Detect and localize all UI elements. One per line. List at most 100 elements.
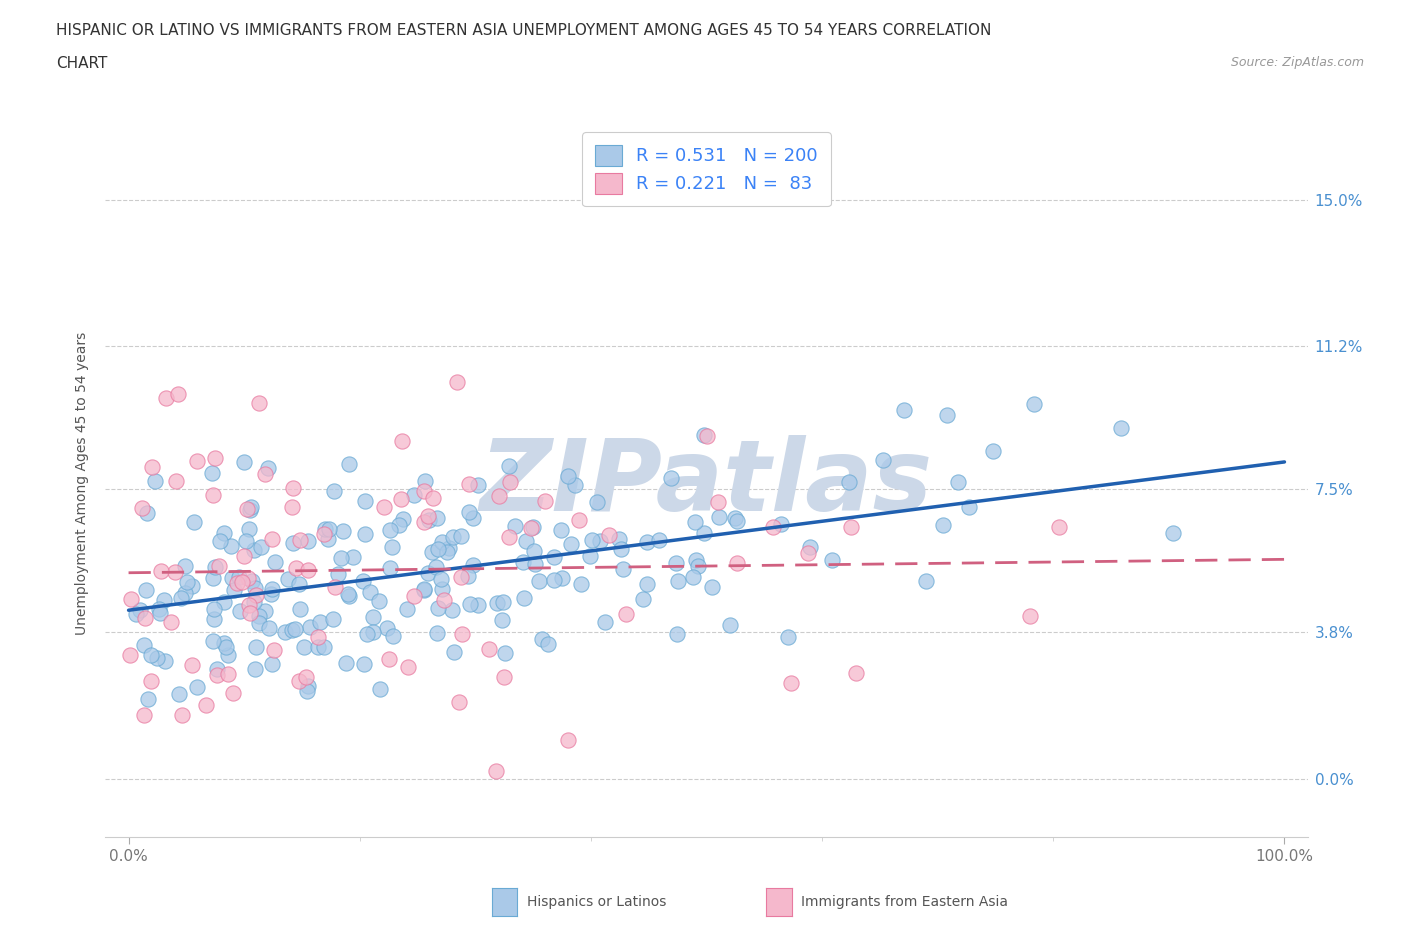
Point	[458, 476, 481, 491]
Point	[322, 611, 344, 626]
Point	[243, 542, 266, 557]
Point	[174, 585, 197, 600]
Point	[222, 582, 245, 597]
Point	[264, 555, 287, 570]
Point	[194, 698, 217, 712]
Point	[131, 500, 153, 515]
Point	[395, 602, 418, 617]
Point	[239, 605, 262, 620]
Point	[260, 581, 283, 596]
Point	[212, 525, 235, 540]
Point	[568, 512, 591, 527]
Point	[780, 675, 803, 690]
Point	[169, 687, 191, 702]
Point	[295, 670, 318, 684]
Point	[426, 542, 449, 557]
Point	[322, 484, 344, 498]
Point	[292, 639, 315, 654]
Point	[589, 534, 612, 549]
Point	[557, 733, 579, 748]
Point	[683, 514, 706, 529]
Point	[636, 577, 658, 591]
Point	[245, 640, 267, 655]
Point	[914, 574, 936, 589]
Text: Hispanics or Latinos: Hispanics or Latinos	[527, 895, 666, 910]
Point	[245, 581, 267, 596]
Point	[427, 601, 450, 616]
Point	[219, 538, 242, 553]
Point	[316, 531, 339, 546]
Point	[120, 647, 142, 662]
Point	[238, 522, 260, 537]
Point	[586, 495, 609, 510]
Point	[531, 631, 554, 646]
Point	[222, 685, 245, 700]
Point	[467, 597, 489, 612]
Point	[141, 459, 163, 474]
Point	[354, 527, 377, 542]
Point	[242, 574, 264, 589]
Point	[201, 466, 224, 481]
Point	[636, 535, 658, 550]
Point	[221, 571, 243, 586]
Point	[413, 484, 436, 498]
Point	[893, 402, 915, 417]
Point	[356, 627, 378, 642]
Point	[461, 511, 484, 525]
Text: CHART: CHART	[56, 56, 108, 71]
Point	[233, 455, 256, 470]
Point	[523, 543, 546, 558]
Point	[557, 468, 579, 483]
Point	[359, 584, 381, 599]
Point	[247, 395, 270, 410]
Point	[312, 640, 335, 655]
Point	[534, 494, 557, 509]
Point	[551, 570, 574, 585]
Point	[957, 500, 980, 515]
Point	[446, 375, 468, 390]
Point	[616, 606, 638, 621]
Point	[165, 473, 187, 488]
Point	[170, 708, 193, 723]
Point	[593, 614, 616, 629]
Point	[225, 575, 247, 590]
Point	[307, 630, 329, 644]
Point	[243, 594, 266, 609]
Point	[381, 539, 404, 554]
Point	[335, 656, 357, 671]
Point	[430, 571, 453, 586]
Point	[352, 574, 374, 589]
Point	[165, 565, 187, 579]
Point	[281, 481, 304, 496]
Point	[308, 615, 330, 630]
Point	[139, 673, 162, 688]
Point	[353, 657, 375, 671]
Point	[389, 491, 412, 506]
Point	[228, 569, 250, 584]
Point	[235, 501, 257, 516]
Point	[499, 475, 522, 490]
Point	[281, 535, 304, 550]
Point	[503, 519, 526, 534]
Point	[838, 474, 860, 489]
Point	[202, 633, 225, 648]
Point	[135, 505, 157, 520]
Point	[659, 471, 682, 485]
Point	[564, 478, 586, 493]
Point	[1019, 608, 1042, 623]
Point	[232, 548, 254, 563]
Point	[433, 592, 456, 607]
Point	[512, 554, 534, 569]
Point	[485, 764, 508, 778]
Point	[297, 563, 319, 578]
Point	[285, 561, 308, 576]
Legend: R = 0.531   N = 200, R = 0.221   N =  83: R = 0.531 N = 200, R = 0.221 N = 83	[582, 132, 831, 206]
Point	[132, 638, 155, 653]
Point	[183, 515, 205, 530]
Point	[725, 555, 748, 570]
Point	[257, 620, 280, 635]
Point	[436, 545, 458, 560]
Point	[426, 626, 449, 641]
Point	[402, 589, 425, 604]
Point	[612, 562, 634, 577]
